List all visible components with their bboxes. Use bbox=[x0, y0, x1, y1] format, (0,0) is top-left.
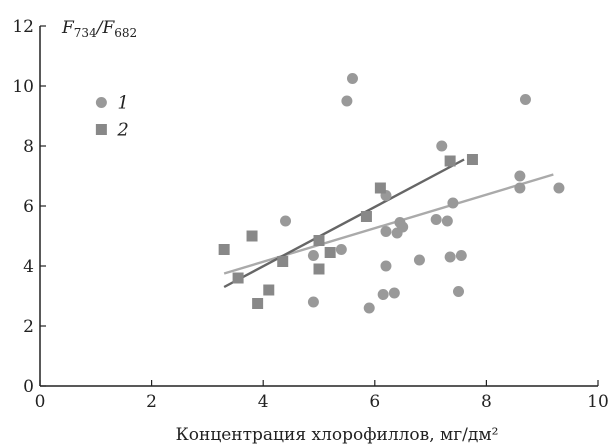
fit-line-series-2 bbox=[223, 158, 465, 289]
point-series-1 bbox=[363, 302, 375, 314]
point-series-1 bbox=[307, 296, 319, 308]
y-axis-label: F734/F682 bbox=[61, 18, 137, 40]
y-tick-label: 12 bbox=[12, 17, 34, 37]
y-label-denominator-sub: 682 bbox=[114, 26, 137, 40]
point-series-2 bbox=[466, 154, 478, 165]
legend: 12 bbox=[95, 93, 129, 141]
point-series-1 bbox=[441, 215, 453, 227]
point-series-1 bbox=[341, 95, 353, 107]
point-series-1 bbox=[346, 73, 358, 84]
point-series-1 bbox=[307, 250, 319, 261]
y-label-numerator-sub: 734 bbox=[74, 26, 97, 40]
y-tick-label: 6 bbox=[23, 197, 34, 217]
fit-line-series-1 bbox=[223, 173, 554, 275]
point-series-2 bbox=[444, 155, 456, 167]
point-series-1 bbox=[553, 182, 565, 194]
legend-marker-series-1 bbox=[95, 97, 107, 108]
y-label-denominator: F bbox=[101, 18, 115, 38]
point-series-1 bbox=[377, 289, 389, 300]
point-series-2 bbox=[218, 244, 230, 255]
point-series-1 bbox=[455, 250, 467, 261]
point-series-1 bbox=[444, 251, 456, 263]
point-series-1 bbox=[447, 197, 459, 209]
x-tick-label: 8 bbox=[481, 392, 492, 412]
point-series-2 bbox=[246, 230, 258, 242]
point-series-2 bbox=[324, 247, 336, 258]
x-tick-label: 0 bbox=[35, 392, 46, 412]
y-tick-label: 4 bbox=[23, 257, 34, 277]
y-tick-label: 8 bbox=[23, 137, 34, 157]
point-series-1 bbox=[380, 226, 392, 237]
legend-label-series-1: 1 bbox=[117, 93, 128, 114]
y-tick-label: 0 bbox=[23, 377, 34, 397]
point-series-1 bbox=[397, 221, 409, 233]
point-series-1 bbox=[430, 214, 442, 225]
y-label-numerator: F bbox=[61, 18, 75, 38]
legend-label-series-2: 2 bbox=[116, 120, 128, 141]
point-series-1 bbox=[453, 286, 464, 297]
x-tick-label: 2 bbox=[146, 392, 157, 412]
x-tick-label: 6 bbox=[369, 392, 380, 412]
data-points bbox=[218, 73, 565, 314]
legend-marker-series-2 bbox=[95, 124, 107, 135]
point-series-1 bbox=[380, 260, 392, 272]
point-series-2 bbox=[263, 284, 275, 296]
y-tick-label: 10 bbox=[12, 77, 34, 97]
point-series-1 bbox=[436, 140, 448, 152]
point-series-1 bbox=[280, 215, 292, 227]
x-tick-label: 4 bbox=[258, 392, 269, 412]
point-series-1 bbox=[335, 244, 347, 255]
point-series-2 bbox=[313, 235, 325, 246]
x-axis-label: Концентрация хлорофиллов, мг/дм² bbox=[176, 425, 499, 444]
point-series-2 bbox=[252, 298, 264, 309]
point-series-1 bbox=[514, 170, 526, 182]
point-series-2 bbox=[360, 211, 372, 222]
y-label-separator: / bbox=[95, 18, 105, 38]
point-series-1 bbox=[514, 182, 526, 194]
x-tick-label: 10 bbox=[587, 392, 609, 412]
point-series-2 bbox=[232, 272, 244, 284]
point-series-2 bbox=[313, 263, 325, 275]
point-series-1 bbox=[519, 94, 531, 105]
y-tick-label: 2 bbox=[23, 317, 34, 337]
point-series-2 bbox=[277, 256, 289, 267]
point-series-1 bbox=[388, 287, 400, 299]
point-series-2 bbox=[374, 182, 386, 194]
point-series-1 bbox=[413, 254, 425, 266]
